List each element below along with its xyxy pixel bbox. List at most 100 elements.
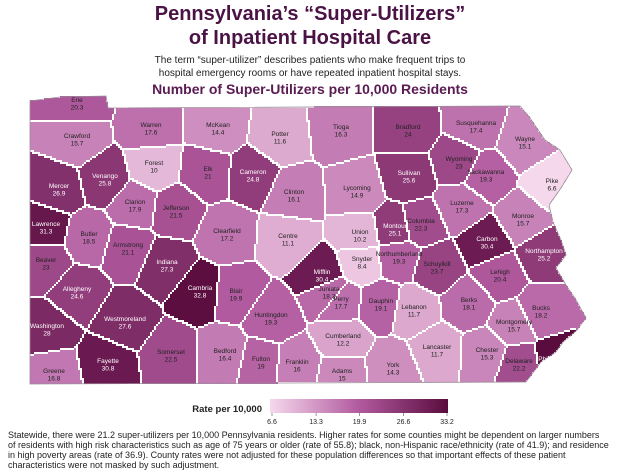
county bbox=[238, 338, 278, 384]
county bbox=[164, 258, 218, 328]
county bbox=[308, 106, 372, 166]
county-name: Schuylkill bbox=[423, 261, 451, 268]
county bbox=[30, 96, 114, 120]
county-value: 18.2 bbox=[535, 313, 548, 320]
county-name: Cameron bbox=[240, 169, 267, 176]
note-line: Statewide, there were 21.2 super-utilize… bbox=[8, 430, 600, 440]
county-value: 19.3 bbox=[265, 320, 278, 327]
county-name: Snyder bbox=[352, 256, 373, 263]
county-value: 16.4 bbox=[219, 356, 232, 363]
county bbox=[216, 262, 270, 324]
county-name: Adams bbox=[332, 368, 353, 375]
county bbox=[430, 134, 478, 184]
county-value: 22.5 bbox=[165, 357, 178, 364]
county-value: 21.5 bbox=[170, 213, 183, 220]
county-name: Lawrence bbox=[32, 221, 61, 228]
county-value: 19 bbox=[257, 364, 265, 371]
county-name: Luzerne bbox=[450, 200, 474, 207]
county bbox=[102, 226, 154, 284]
county-value: 24.6 bbox=[71, 294, 84, 301]
county-value: 21.1 bbox=[122, 250, 135, 257]
county-name: Clearfield bbox=[213, 228, 241, 235]
county-value: 15.7 bbox=[517, 221, 530, 228]
county-name: Juniata bbox=[319, 286, 340, 293]
county bbox=[496, 344, 538, 382]
county-value: 27.3 bbox=[161, 267, 174, 274]
county bbox=[46, 264, 112, 328]
county-value: 14.3 bbox=[387, 370, 400, 377]
legend-bar bbox=[270, 399, 448, 413]
county-value: 16.1 bbox=[288, 197, 301, 204]
description-line: The term “super-utilizer” describes pati… bbox=[155, 55, 466, 66]
county bbox=[488, 298, 536, 344]
county-name: Fulton bbox=[252, 356, 270, 363]
county-value: 15.3 bbox=[481, 355, 494, 362]
county-name: Greene bbox=[43, 368, 65, 375]
county bbox=[376, 154, 436, 202]
county-name: Lancaster bbox=[423, 344, 452, 351]
county bbox=[470, 252, 528, 302]
county bbox=[230, 144, 280, 212]
county bbox=[380, 242, 420, 284]
county-value: 16 bbox=[293, 367, 301, 374]
county-name: Dauphin bbox=[369, 298, 394, 305]
county-value: 23 bbox=[455, 164, 463, 171]
county-name: Clarion bbox=[125, 199, 146, 206]
county-value: 25.6 bbox=[403, 178, 416, 185]
county-name: Warren bbox=[140, 122, 161, 129]
county-value: 18.3 bbox=[323, 294, 336, 301]
county-value: 28 bbox=[43, 331, 51, 338]
county-name: Clinton bbox=[284, 189, 305, 196]
county-value: 8.4 bbox=[357, 264, 366, 271]
title-line: of Inpatient Hospital Care bbox=[189, 27, 431, 49]
county-value: 27.6 bbox=[119, 324, 132, 331]
legend-title: Rate per 10,000 bbox=[192, 404, 262, 415]
county bbox=[242, 278, 306, 342]
county-name: Butler bbox=[81, 231, 99, 238]
county-name: Armstrong bbox=[113, 242, 143, 249]
county-value: 18.1 bbox=[463, 305, 476, 312]
county bbox=[30, 122, 112, 166]
county-name: Mifflin bbox=[314, 269, 331, 276]
county-labels: Erie20.3Crawford15.7Warren17.6McKean14.4… bbox=[30, 97, 574, 383]
county-value: 20.4 bbox=[494, 277, 507, 284]
county-name: Delaware bbox=[505, 358, 533, 365]
legend-tick-label: 19.9 bbox=[353, 419, 367, 426]
county-value: 15 bbox=[338, 376, 346, 383]
county-value: 19.3 bbox=[393, 259, 406, 266]
footnote: Statewide, there were 21.2 super-utilize… bbox=[8, 430, 609, 470]
county-name: Philadelphia bbox=[538, 356, 574, 363]
county-name: McKean bbox=[206, 122, 230, 129]
county-name: Montgomery bbox=[496, 319, 533, 326]
county-name: Susquehanna bbox=[456, 120, 497, 127]
county bbox=[282, 242, 342, 294]
county-value: 33.2 bbox=[550, 364, 563, 371]
title-line: Pennsylvania’s “Super-Utilizers” bbox=[155, 3, 465, 25]
county-value: 17.7 bbox=[335, 304, 348, 311]
county bbox=[516, 226, 566, 282]
county-value: 25.1 bbox=[389, 231, 402, 238]
county bbox=[184, 108, 250, 154]
county-name: Allegheny bbox=[63, 286, 92, 293]
note-line: characteristics were not masked by such … bbox=[8, 460, 219, 470]
county-value: 25.2 bbox=[538, 256, 551, 263]
county-name: Forest bbox=[145, 160, 164, 167]
county-name: Jefferson bbox=[163, 205, 190, 212]
county-name: Pike bbox=[546, 178, 559, 185]
county bbox=[494, 188, 554, 246]
county-name: Lackawanna bbox=[468, 169, 505, 176]
county-value: 24 bbox=[404, 132, 412, 139]
county bbox=[248, 108, 312, 166]
county-value: 19.3 bbox=[480, 177, 493, 184]
county-name: Beaver bbox=[36, 257, 57, 264]
county bbox=[106, 180, 156, 228]
county-value: 17.2 bbox=[221, 236, 234, 243]
county bbox=[138, 316, 196, 384]
county-name: Cumberland bbox=[325, 333, 361, 340]
county bbox=[318, 358, 366, 382]
county-layer bbox=[30, 96, 586, 384]
county-value: 14.9 bbox=[351, 193, 364, 200]
county-name: Potter bbox=[271, 131, 289, 138]
county-value: 30.8 bbox=[102, 366, 115, 373]
